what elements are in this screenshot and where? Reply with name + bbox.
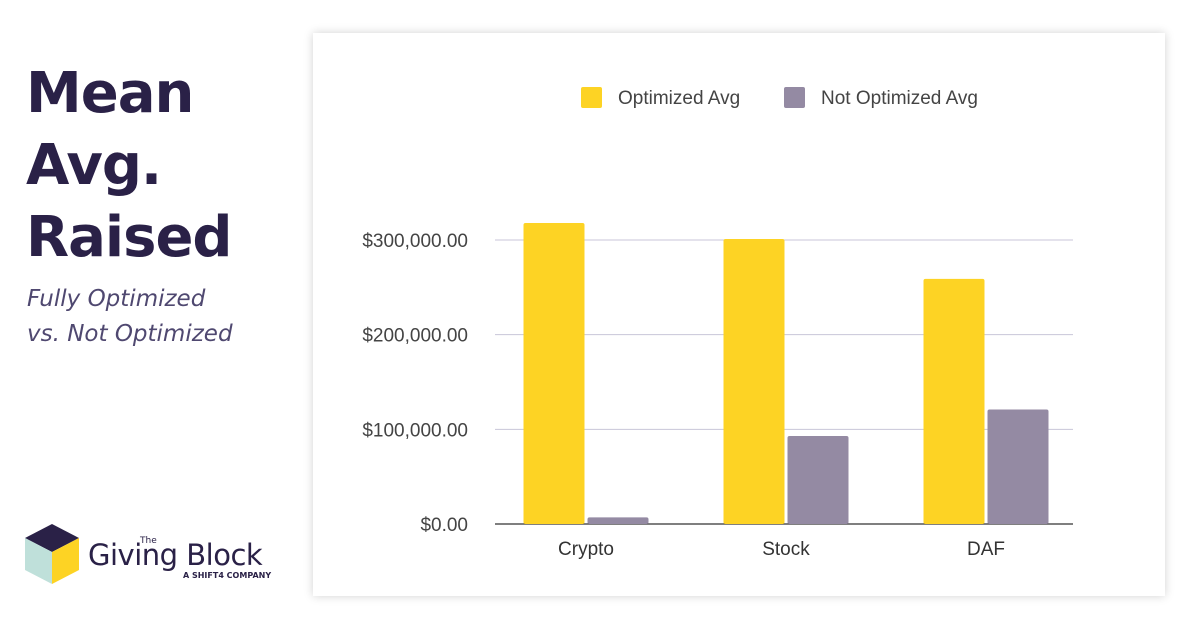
bar-optimized (923, 278, 985, 524)
y-tick-label: $100,000.00 (362, 420, 468, 441)
logo-tagline: A SHIFT4 COMPANY (183, 571, 272, 580)
cube-logo-icon (25, 524, 79, 584)
title-line-1: Mean (26, 61, 194, 126)
title-line-2: Avg. (26, 133, 162, 198)
y-tick-label: $300,000.00 (362, 231, 468, 252)
title-panel: Mean Avg. Raised Fully Optimized vs. Not… (0, 0, 300, 630)
title-line-3: Raised (26, 205, 233, 270)
page-title: Mean Avg. Raised (26, 58, 233, 274)
chart-bars (523, 222, 1049, 524)
bar-chart: Optimized Avg Not Optimized Avg Crypto Sto… (362, 87, 1073, 560)
x-tick-label: Stock (762, 539, 810, 560)
x-tick-label: Crypto (558, 539, 614, 560)
giving-block-logo: The Giving Block A SHIFT4 COMPANY (24, 522, 294, 588)
bar-not-optimized (987, 409, 1049, 524)
subtitle: Fully Optimized vs. Not Optimized (27, 282, 233, 352)
legend-swatch-not-optimized (784, 87, 805, 108)
logo-name-text: Giving Block (88, 538, 263, 572)
legend-label: Optimized Avg (618, 88, 740, 109)
chart-legend: Optimized Avg Not Optimized Avg (581, 87, 978, 109)
subtitle-line-1: Fully Optimized (27, 286, 206, 312)
subtitle-line-2: vs. Not Optimized (27, 321, 233, 347)
logo-the-text: The (140, 536, 157, 546)
y-tick-label: $200,000.00 (362, 326, 468, 347)
bar-not-optimized (787, 435, 849, 524)
bar-optimized (723, 239, 785, 524)
bar-not-optimized (587, 517, 649, 524)
legend-swatch-optimized (581, 87, 602, 108)
bar-optimized (523, 222, 585, 524)
x-tick-label: DAF (967, 539, 1005, 560)
y-axis-labels: $0.00 $100,000.00 $200,000.00 $300,000.00 (362, 231, 468, 536)
x-axis-labels: Crypto Stock DAF (558, 539, 1005, 560)
legend-label: Not Optimized Avg (821, 88, 978, 109)
chart-card: Optimized Avg Not Optimized Avg Crypto Sto… (313, 33, 1165, 596)
y-tick-label: $0.00 (420, 515, 468, 536)
